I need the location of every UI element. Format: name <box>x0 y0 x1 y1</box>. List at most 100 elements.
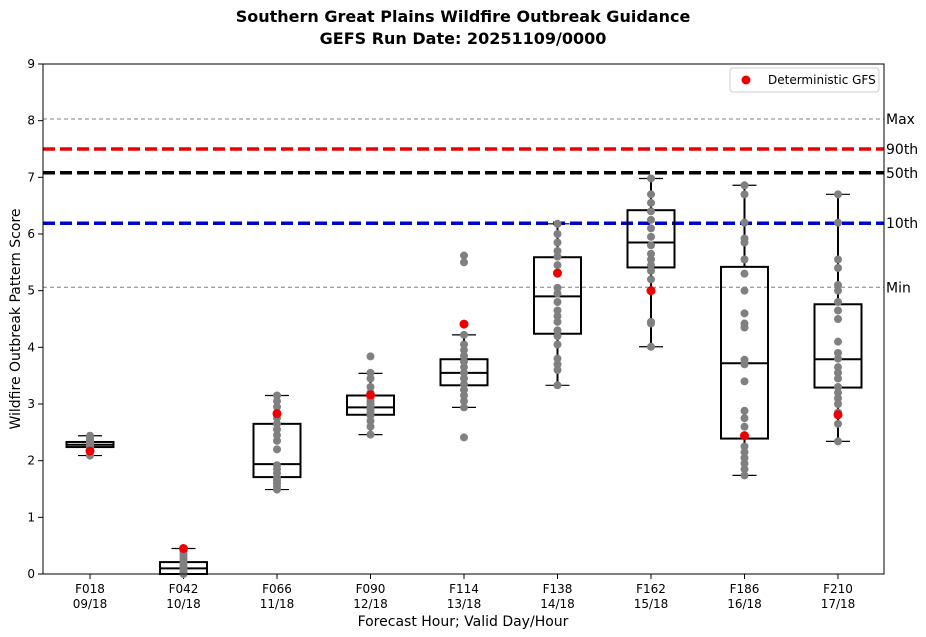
ensemble-member-dot <box>273 391 281 400</box>
deterministic-gfs-dot <box>553 268 562 278</box>
ensemble-member-dot <box>647 275 655 284</box>
legend-box <box>729 67 880 93</box>
ensemble-member-dot <box>740 190 749 199</box>
y-tick-label: 9 <box>27 57 35 71</box>
ensemble-member-dot <box>273 445 281 454</box>
ensemble-member-dot <box>366 422 375 431</box>
deterministic-gfs-dot <box>272 409 282 419</box>
ensemble-member-dot <box>647 266 655 275</box>
x-tick-label-valid: 15/18 <box>634 597 669 611</box>
deterministic-gfs-dots <box>85 268 843 553</box>
x-tick-label-hour: F066 <box>262 582 292 596</box>
ensemble-member-dot <box>740 181 749 190</box>
y-tick-label: 5 <box>27 284 35 298</box>
ensemble-member-dot <box>647 317 655 326</box>
ensemble-member-dot <box>460 351 468 360</box>
ensemble-member-dot <box>273 419 281 428</box>
legend: Deterministic GFS <box>729 67 880 93</box>
ensemble-member-dot <box>366 374 375 383</box>
ensemble-member-dot <box>834 383 842 391</box>
ensemble-member-dot <box>460 258 468 267</box>
ensemble-member-dot <box>647 198 655 207</box>
deterministic-gfs-dot <box>366 390 375 400</box>
chart-title-line1: Southern Great Plains Wildfire Outbreak … <box>236 7 691 26</box>
ensemble-member-dot <box>834 190 842 199</box>
ensemble-member-dot <box>647 190 655 199</box>
ensemble-member-dot <box>553 312 562 321</box>
ensemble-member-dot <box>553 381 562 390</box>
ensemble-member-dot <box>740 319 749 328</box>
ensemble-member-dot <box>553 289 562 298</box>
x-tick-label-valid: 10/18 <box>166 597 201 611</box>
ensemble-member-dot <box>647 249 655 258</box>
ensemble-member-dot <box>834 337 842 346</box>
ensemble-member-dot <box>740 377 749 386</box>
ensemble-member-dot <box>460 433 468 442</box>
ensemble-member-dot <box>740 269 749 278</box>
y-tick-label: 7 <box>27 170 35 184</box>
ensemble-member-dot <box>366 430 375 439</box>
x-tick-label-valid: 12/18 <box>353 597 388 611</box>
ensemble-member-dot <box>834 264 842 272</box>
ensemble-member-dot <box>740 255 749 264</box>
ensemble-member-dot <box>740 422 749 431</box>
ensemble-member-dot <box>553 247 562 255</box>
x-tick-label-hour: F018 <box>75 582 105 596</box>
ensemble-member-dot <box>460 251 468 260</box>
y-axis-label: Wildfire Outbreak Pattern Score <box>8 208 24 429</box>
ensemble-member-dot <box>740 286 749 295</box>
ensemble-member-dot <box>834 394 842 403</box>
ensemble-member-dot <box>647 241 655 250</box>
reference-label-max: Max <box>886 112 915 128</box>
ensemble-member-dot <box>273 425 281 434</box>
ensemble-member-dot <box>460 374 468 383</box>
y-axis: 0 1 2 3 4 5 6 7 8 9 <box>27 57 43 581</box>
ensemble-member-dot <box>460 385 468 394</box>
ensemble-member-dot <box>834 400 842 408</box>
legend-gfs-marker <box>741 75 751 85</box>
ensemble-member-dot <box>460 380 468 389</box>
ensemble-member-dot <box>460 391 468 400</box>
ensemble-member-dot <box>647 255 655 264</box>
ensemble-member-dot <box>834 255 842 264</box>
ensemble-member-dot <box>834 419 842 428</box>
x-tick-label-valid: 09/18 <box>73 597 108 611</box>
ensemble-member-dot <box>834 281 842 289</box>
x-tick-label-hour: F042 <box>169 582 199 596</box>
ensemble-member-dot <box>553 360 562 369</box>
x-tick-label-hour: F090 <box>356 582 386 596</box>
deterministic-gfs-dot <box>179 544 188 553</box>
ensemble-member-dot <box>86 431 94 440</box>
ensemble-member-dot <box>273 461 281 470</box>
x-axis-label: Forecast Hour; Valid Day/Hour <box>358 614 569 630</box>
ensemble-member-dot <box>553 219 562 228</box>
y-tick-label: 4 <box>27 340 35 354</box>
ensemble-member-dot <box>553 261 562 270</box>
x-tick-label-hour: F210 <box>823 582 853 596</box>
ensemble-member-dot <box>553 230 562 238</box>
ensemble-member-dot <box>553 317 562 326</box>
ensemble-member-dot <box>553 326 562 335</box>
ensemble-member-dot <box>834 349 842 357</box>
reference-label-min: Min <box>886 280 911 296</box>
ensemble-member-dot <box>273 402 281 411</box>
ensemble-member-dot <box>553 306 562 315</box>
ensemble-member-dot <box>740 355 749 364</box>
ensemble-member-dot <box>460 363 468 372</box>
ensemble-member-dot <box>834 298 842 306</box>
ensemble-member-dot <box>647 174 655 183</box>
ensemble-member-dot <box>834 315 842 323</box>
x-tick-label-valid: 13/18 <box>447 597 482 611</box>
ensemble-member-dot <box>647 232 655 241</box>
ensemble-member-dot <box>460 346 468 355</box>
deterministic-gfs-dot <box>646 286 656 296</box>
ensemble-member-dot <box>834 368 842 377</box>
ensemble-member-dot <box>553 298 562 306</box>
ensemble-member-dot <box>553 238 562 247</box>
ensemble-member-dot <box>553 252 562 261</box>
ensemble-member-dot <box>834 363 842 372</box>
plot-area-frame <box>42 63 885 575</box>
ensemble-member-dot <box>460 340 468 349</box>
